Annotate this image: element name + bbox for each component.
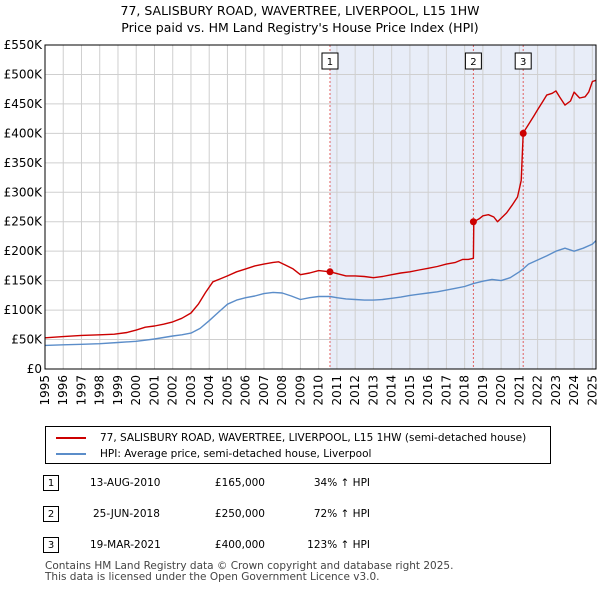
y-tick-label: £550K [4,38,44,52]
x-tick-label: 2012 [348,375,362,406]
x-tick-label: 2000 [129,375,143,406]
legend-item-property: 77, SALISBURY ROAD, WAVERTREE, LIVERPOOL… [56,430,526,446]
x-tick-label: 2009 [293,375,307,406]
price-chart: £0 £50K £100K £150K £200K £250K £300K £350K £400… [4,38,600,406]
footer-attribution: Contains HM Land Registry data © Crown c… [45,561,453,583]
shaded-ownership-region [329,45,596,369]
sale-row: 1 13-AUG-2010 £165,000 34% ↑ HPI [0,475,600,495]
plot-frame [44,44,597,370]
sale-point [469,218,477,226]
x-tick-label: 2008 [275,375,289,406]
x-tick-label: 2007 [257,375,271,406]
x-tick-label: 2015 [403,375,417,406]
property-series-line [44,79,597,339]
y-tick-label: £250K [4,215,44,229]
sale-price: £165,000 [214,477,265,489]
x-tick-label: 2001 [147,375,161,406]
sale-price: £400,000 [214,539,265,551]
y-tick-label: £100K [4,303,44,317]
y-tick-label: £500K [4,67,44,81]
sale-marker-number: 2 [470,57,476,68]
sale-row: 3 19-MAR-2021 £400,000 123% ↑ HPI [0,537,600,557]
x-tick-label: 2014 [385,375,399,406]
sale-row: 2 25-JUN-2018 £250,000 72% ↑ HPI [0,506,600,526]
sale-hpi-change: 34% ↑ HPI [313,477,370,489]
sale-point [519,129,527,137]
x-tick-label: 2021 [512,375,526,406]
x-tick-label: 2018 [458,375,472,406]
sale-date: 19-MAR-2021 [90,539,161,551]
x-tick-label: 2025 [585,375,599,406]
sale-date: 13-AUG-2010 [90,477,161,489]
y-tick-label: £400K [4,126,44,140]
sale-hpi-change: 123% ↑ HPI [307,539,370,551]
sale-point [326,268,334,276]
x-tick-label: 2011 [330,375,344,406]
y-tick-label: £350K [4,156,44,170]
x-tick-label: 2006 [239,375,253,406]
x-tick-label: 2010 [312,375,326,406]
chart-title-address: 77, SALISBURY ROAD, WAVERTREE, LIVERPOOL… [120,3,480,18]
sale-marker-box [321,52,339,70]
x-tick-label: 1996 [56,375,70,406]
sale-marker-number: 3 [520,57,526,68]
y-tick-label: £200K [4,244,44,258]
chart-subtitle: Price paid vs. HM Land Registry's House … [121,20,479,35]
legend-item-hpi: HPI: Average price, semi-detached house,… [56,446,371,462]
x-tick-label: 2013 [366,375,380,406]
footer-line-copyright: Contains HM Land Registry data © Crown c… [45,560,454,572]
sale-marker-box [464,52,482,70]
x-tick-label: 1998 [93,375,107,406]
y-tick-label: £0 [27,362,42,376]
x-tick-label: 2004 [202,375,216,406]
legend-property-swatch [56,437,86,439]
sale-date: 25-JUN-2018 [93,508,160,520]
x-tick-label: 2016 [421,375,435,406]
x-tick-label: 2005 [220,375,234,406]
footer-line-licence: This data is licensed under the Open Gov… [45,571,380,583]
sale-number-badge: 2 [43,506,59,522]
legend-hpi-label: HPI: Average price, semi-detached house,… [100,448,372,460]
x-tick-label: 2022 [531,375,545,406]
legend-hpi-swatch [56,453,86,455]
x-tick-label: 2023 [549,375,563,406]
y-tick-label: £150K [4,274,44,288]
x-tick-label: 2017 [439,375,453,406]
x-tick-label: 2002 [166,375,180,406]
x-tick-label: 1997 [74,375,88,406]
sale-marker-box [514,52,532,70]
legend-property-label: 77, SALISBURY ROAD, WAVERTREE, LIVERPOOL… [100,432,527,444]
x-tick-label: 2020 [494,375,508,406]
x-tick-label: 1999 [111,375,125,406]
y-tick-label: £300K [4,185,44,199]
x-tick-label: 1995 [38,375,52,406]
x-tick-label: 2003 [184,375,198,406]
chart-legend: 77, SALISBURY ROAD, WAVERTREE, LIVERPOOL… [45,426,551,464]
y-tick-label: £50K [11,333,43,347]
sale-marker-number: 1 [327,57,333,68]
x-tick-label: 2024 [567,375,581,406]
y-tick-label: £450K [4,97,44,111]
sale-number-badge: 1 [43,475,59,491]
hpi-series-line [44,240,597,347]
sale-price: £250,000 [214,508,265,520]
sale-number-badge: 3 [43,537,59,553]
sale-hpi-change: 72% ↑ HPI [313,508,370,520]
x-tick-label: 2019 [476,375,490,406]
